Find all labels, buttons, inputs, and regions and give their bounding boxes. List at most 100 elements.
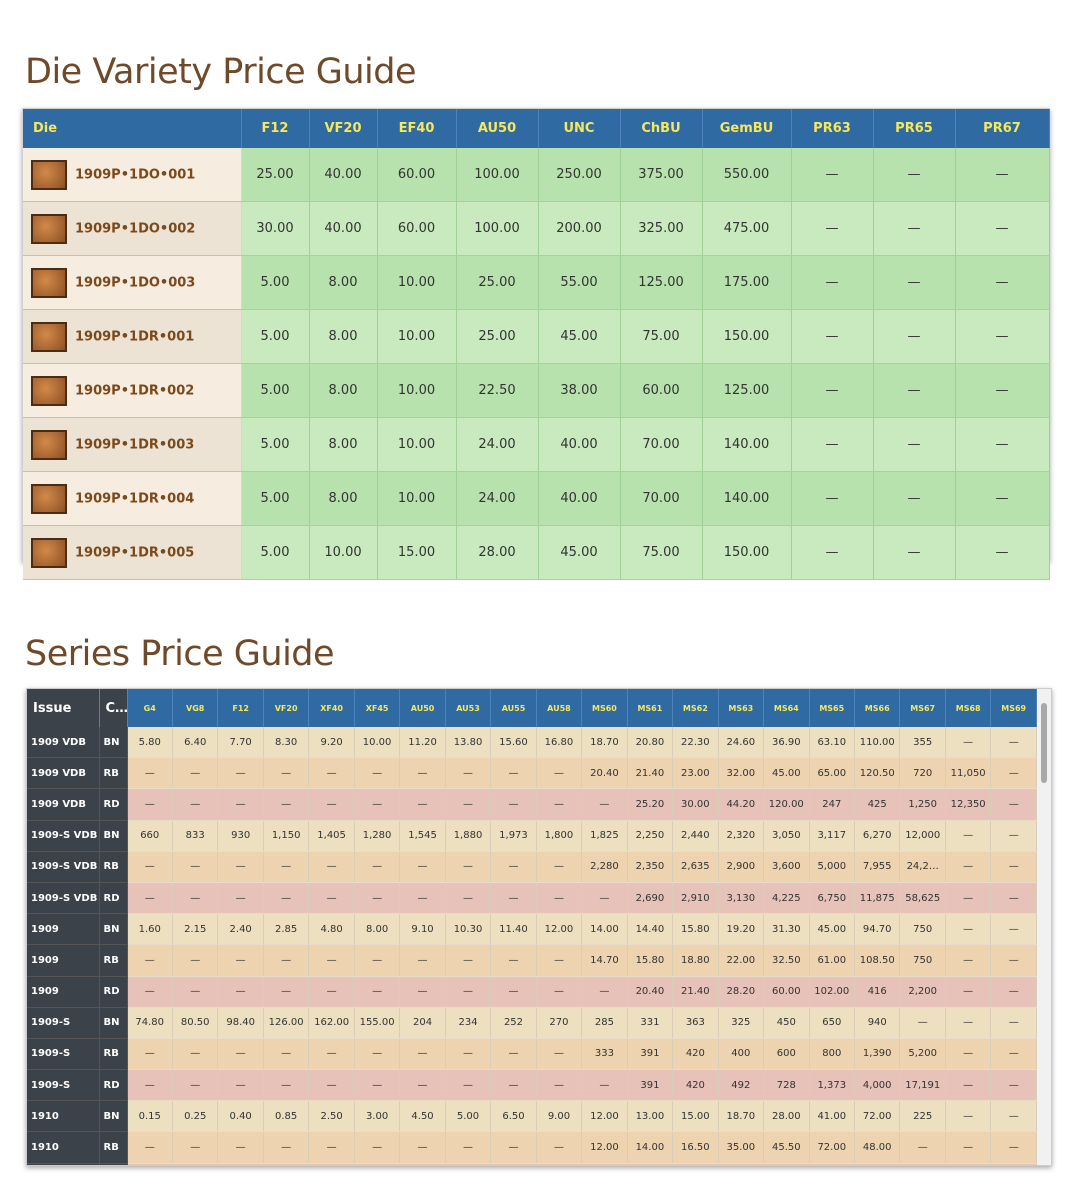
- price-cell: —: [873, 201, 956, 256]
- price-cell: 5.00: [445, 1100, 492, 1133]
- price-cell: 25.20: [627, 788, 674, 821]
- price-cell: —: [399, 1038, 446, 1071]
- column-header: PR63: [791, 109, 874, 148]
- price-cell: —: [217, 1038, 264, 1071]
- price-cell: —: [445, 851, 492, 883]
- price-cell: 140.00: [702, 417, 792, 472]
- price-cell: 8.00: [309, 309, 378, 364]
- price-cell: 10.00: [377, 417, 457, 472]
- price-cell: —: [399, 944, 446, 977]
- coin-thumbnail: [31, 429, 67, 460]
- table-row: 1910 BN 0.15 0.25 0.40 0.85 2.50 3.00 4.50 5.00 6.…: [27, 1100, 1037, 1133]
- column-header: VF20: [263, 689, 310, 727]
- price-cell: —: [945, 1038, 992, 1071]
- price-cell: —: [945, 882, 992, 915]
- column-header: C…: [99, 689, 128, 727]
- color-cell: BN: [99, 727, 128, 759]
- price-cell: —: [990, 882, 1037, 915]
- scrollbar-thumb[interactable]: [1041, 703, 1047, 783]
- price-cell: 9.00: [536, 1100, 583, 1133]
- price-cell: —: [354, 851, 401, 883]
- price-cell: —: [490, 944, 537, 977]
- column-header: VG8: [172, 689, 219, 727]
- price-cell: —: [263, 944, 310, 977]
- table-row: 1909P•1DR•002 5.00 8.00 10.00 22.50 38.00 60.0…: [23, 363, 1050, 418]
- price-cell: —: [217, 1131, 264, 1164]
- price-cell: —: [263, 976, 310, 1008]
- price-cell: —: [536, 851, 583, 883]
- column-header: Issue: [27, 689, 100, 727]
- price-cell: —: [490, 1038, 537, 1071]
- price-cell: —: [873, 525, 956, 580]
- column-header: EF40: [377, 109, 457, 148]
- coin-thumbnail: [31, 213, 67, 244]
- price-cell: 10.00: [377, 471, 457, 526]
- price-cell: 28.00: [456, 525, 539, 580]
- scrollbar[interactable]: [1037, 689, 1051, 1165]
- price-cell: —: [945, 727, 992, 759]
- price-cell: —: [399, 788, 446, 821]
- price-cell: —: [945, 1007, 992, 1039]
- coin-thumbnail: [31, 159, 67, 190]
- column-header: Die: [23, 109, 242, 148]
- price-cell: 15.80: [627, 944, 674, 977]
- column-header: GemBU: [702, 109, 792, 148]
- price-cell: —: [945, 976, 992, 1008]
- price-cell: 75.00: [620, 525, 703, 580]
- price-cell: 12.00: [581, 1100, 628, 1133]
- column-header: VF20: [309, 109, 378, 148]
- price-cell: —: [990, 1131, 1037, 1164]
- table-row: 1909P•1DR•003 5.00 8.00 10.00 24.00 40.00 70.0…: [23, 417, 1050, 472]
- die-cell: 1909P•1DO•002: [23, 201, 242, 256]
- table-row: 1909 VDB RD — — — — — — — — — — —25.20 30.00 44.20 120.…: [27, 788, 1037, 821]
- price-cell: 270: [536, 1007, 583, 1039]
- color-cell: RB: [99, 1038, 128, 1071]
- price-cell: 0.85: [263, 1100, 310, 1133]
- die-name: 1909P•1DR•003: [75, 437, 195, 452]
- price-cell: 325.00: [620, 201, 703, 256]
- column-header: AU58: [536, 689, 583, 727]
- price-cell: 375.00: [620, 148, 703, 202]
- section-title: Series Price Guide: [25, 634, 335, 674]
- price-cell: —: [490, 1163, 537, 1165]
- price-cell: 200.00: [538, 201, 621, 256]
- price-cell: 21.40: [627, 757, 674, 790]
- price-cell: 4,225: [763, 882, 810, 915]
- price-cell: 14.70: [581, 944, 628, 977]
- price-cell: 13.80: [445, 727, 492, 759]
- price-cell: 5.00: [241, 525, 310, 580]
- price-cell: 833: [172, 820, 219, 852]
- price-cell: 1.60: [127, 913, 173, 946]
- issue-cell: 1909-S VDB: [27, 820, 100, 852]
- price-cell: 3,600: [763, 851, 810, 883]
- price-cell: 11.20: [399, 727, 446, 759]
- price-cell: 44.20: [718, 788, 765, 821]
- price-cell: 12,000: [899, 820, 946, 852]
- price-cell: 6.40: [172, 727, 219, 759]
- price-cell: —: [791, 255, 874, 310]
- price-cell: 60.00: [377, 201, 457, 256]
- color-cell: RD: [99, 1069, 128, 1102]
- issue-cell: 1910: [27, 1100, 100, 1133]
- issue-cell: 1909: [27, 944, 100, 977]
- price-cell: 60.00: [763, 976, 810, 1008]
- coin-thumbnail: [31, 267, 67, 298]
- color-cell: BN: [99, 913, 128, 946]
- price-cell: —: [172, 944, 219, 977]
- column-header: AU50: [399, 689, 446, 727]
- price-cell: 17,191: [899, 1069, 946, 1102]
- price-cell: 155.00: [354, 1007, 401, 1039]
- column-header: MS61: [627, 689, 674, 727]
- issue-cell: 1909: [27, 976, 100, 1008]
- price-cell: 120.00: [763, 788, 810, 821]
- price-cell: —: [791, 363, 874, 418]
- price-cell: 6,750: [809, 882, 856, 915]
- die-name: 1909P•1DR•002: [75, 383, 195, 398]
- issue-cell: 1909 VDB: [27, 788, 100, 821]
- price-cell: 64.00: [763, 1163, 810, 1165]
- price-cell: —: [127, 757, 173, 790]
- price-cell: 8.00: [354, 913, 401, 946]
- table-row: 1910 RB — — — — — — — — — —12.00 14.00 16.50 35.00 45.5…: [27, 1131, 1037, 1164]
- price-cell: —: [354, 1131, 401, 1164]
- price-cell: 36.90: [763, 727, 810, 759]
